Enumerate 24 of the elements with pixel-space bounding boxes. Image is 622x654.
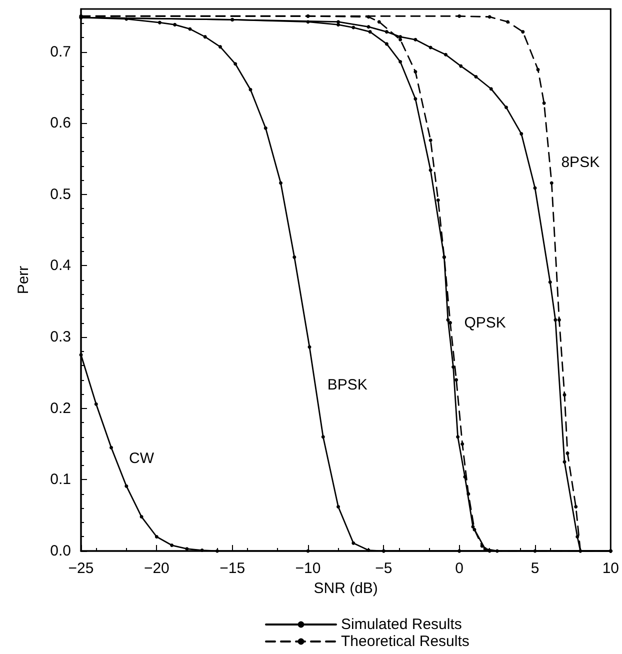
x-tick-label: 0 — [455, 560, 464, 577]
x-axis-title: SNR (dB) — [314, 580, 378, 597]
x-tick-label: 10 — [602, 560, 619, 577]
y-tick-label: 0.2 — [50, 400, 71, 417]
x-tick-label: −20 — [144, 560, 170, 577]
annotation: CW — [129, 450, 155, 467]
x-tick-label: −10 — [295, 560, 321, 577]
y-tick-label: 0.3 — [50, 328, 71, 346]
y-tick-label: 0.0 — [50, 542, 71, 560]
annotation: 8PSK — [561, 154, 600, 171]
annotation: QPSK — [464, 314, 506, 332]
y-tick-label: 0.1 — [50, 471, 71, 488]
y-tick-label: 0.7 — [50, 43, 71, 60]
legend-label: Simulated Results — [341, 616, 462, 633]
x-tick-label: 5 — [530, 560, 540, 577]
y-tick-label: 0.5 — [50, 186, 71, 203]
y-tick-label: 0.4 — [50, 257, 71, 274]
annotation: BPSK — [327, 376, 368, 394]
legend-label: Theoretical Results — [341, 633, 470, 650]
y-tick-label: 0.6 — [50, 114, 71, 132]
x-tick-label: −15 — [220, 560, 246, 577]
y-axis-title: Perr — [15, 266, 32, 294]
x-tick-label: −25 — [68, 560, 94, 577]
x-tick-label: −5 — [375, 560, 392, 577]
